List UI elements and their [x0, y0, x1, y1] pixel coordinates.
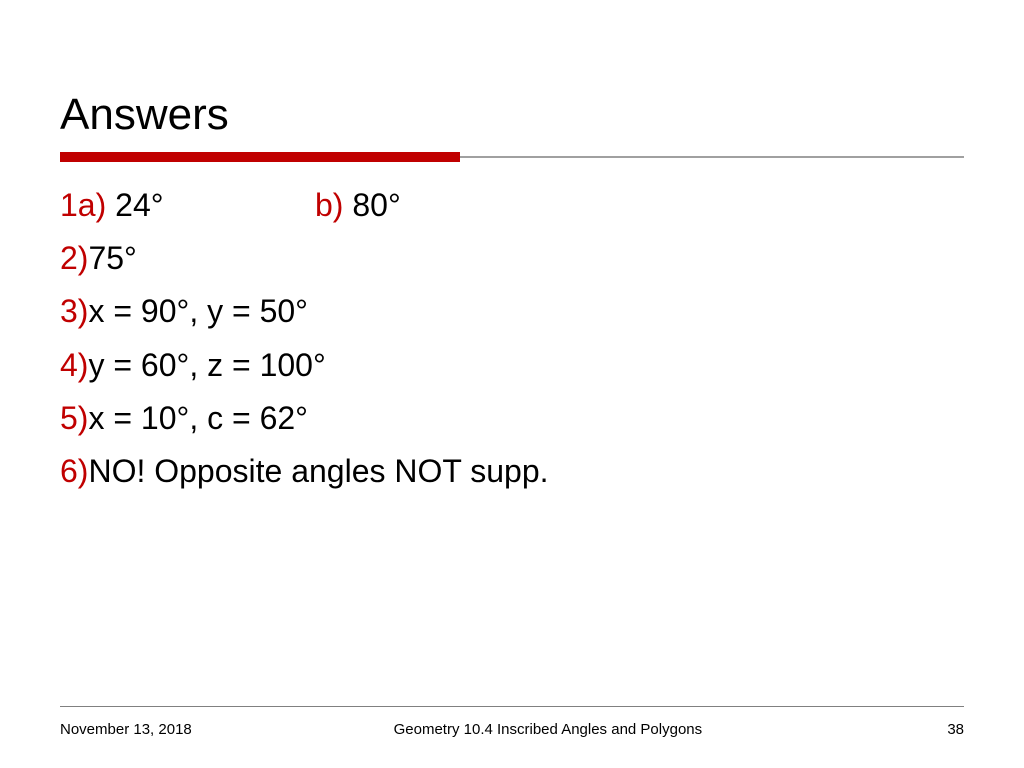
answer-value: 75° — [88, 233, 136, 284]
answer-label: 3) — [60, 286, 88, 337]
answer-value: x = 90°, y = 50° — [88, 286, 308, 337]
answer-value: 24° — [106, 187, 163, 223]
answer-value: y = 60°, z = 100° — [88, 340, 325, 391]
slide-footer: November 13, 2018 Geometry 10.4 Inscribe… — [60, 706, 964, 738]
slide-container: Answers 1a) 24° b) 80° 2) 75° 3) x = 90°… — [0, 0, 1024, 768]
answer-value: x = 10°, c = 62° — [88, 393, 308, 444]
underline-accent — [60, 152, 460, 162]
slide-title: Answers — [60, 90, 964, 140]
answer-label: 5) — [60, 393, 88, 444]
answer-row-4: 4) y = 60°, z = 100° — [60, 340, 964, 391]
answer-row-1: 1a) 24° b) 80° — [60, 180, 964, 231]
footer-page-number: 38 — [904, 721, 964, 738]
answer-label: 1a) — [60, 187, 106, 223]
title-underline — [60, 152, 964, 162]
answer-value: NO! Opposite angles NOT supp. — [88, 446, 548, 497]
answer-1b: b) 80° — [315, 180, 401, 231]
answer-label: b) — [315, 187, 343, 223]
answer-label: 4) — [60, 340, 88, 391]
answer-1a: 1a) 24° — [60, 180, 315, 231]
answer-row-3: 3) x = 90°, y = 50° — [60, 286, 964, 337]
answer-row-5: 5) x = 10°, c = 62° — [60, 393, 964, 444]
answer-row-2: 2) 75° — [60, 233, 964, 284]
answer-label: 6) — [60, 446, 88, 497]
answer-label: 2) — [60, 233, 88, 284]
underline-rule — [460, 156, 964, 158]
footer-date: November 13, 2018 — [60, 721, 192, 738]
footer-title: Geometry 10.4 Inscribed Angles and Polyg… — [192, 721, 904, 738]
answer-value: 80° — [343, 187, 400, 223]
answer-row-6: 6) NO! Opposite angles NOT supp. — [60, 446, 964, 497]
answers-content: 1a) 24° b) 80° 2) 75° 3) x = 90°, y = 50… — [60, 180, 964, 497]
